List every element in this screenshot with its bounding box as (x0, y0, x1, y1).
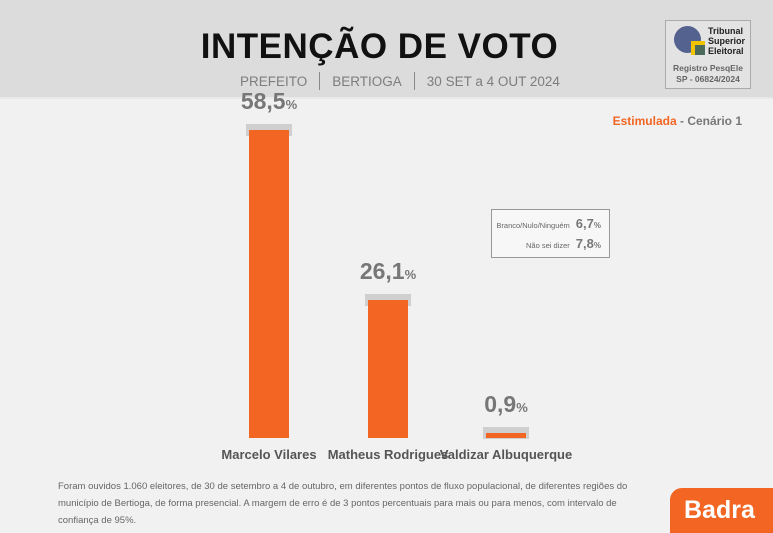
tse-logo-accent (695, 45, 705, 55)
percent: % (404, 267, 417, 283)
percent: % (593, 221, 601, 230)
percent: % (593, 241, 601, 250)
category-label: Marcelo Vilares (221, 447, 317, 462)
bar (249, 129, 289, 438)
scenario-type: Estimulada (612, 114, 677, 128)
tse-name: Tribunal Superior Eleitoral (708, 26, 745, 56)
registry-label: Registro PesqEle (673, 63, 743, 73)
data-label-value: 26,1 (359, 258, 405, 285)
bar (486, 433, 526, 438)
page-title: INTENÇÃO DE VOTO (200, 27, 559, 66)
category-label: Valdizar Albuquerque (439, 447, 573, 462)
others-label: Branco/Nulo/Ninguém (496, 221, 570, 230)
brand-logo: Badra (670, 488, 773, 533)
others-row: Branco/Nulo/Ninguém 6,7% (496, 216, 601, 231)
registry-number: SP - 06824/2024 (676, 74, 740, 84)
data-label: 26,1% (338, 258, 438, 285)
tse-registry-badge: Tribunal Superior Eleitoral Registro PesqE… (665, 20, 751, 89)
percent: % (285, 96, 298, 112)
others-row: Não sei dizer 7,8% (526, 236, 601, 251)
data-label-value: 58,5 (240, 87, 286, 114)
city: BERTIOGA (332, 73, 402, 89)
tse-line: Eleitoral (708, 46, 744, 56)
subtitle: PREFEITO BERTIOGA 30 SET a 4 OUT 2024 (240, 72, 560, 90)
percent: % (516, 400, 528, 416)
value-text: 6,7 (575, 216, 594, 231)
others-value: 7,8% (576, 236, 601, 251)
divider (319, 72, 321, 90)
tse-line: Superior (708, 36, 746, 46)
value-text: 7,8 (575, 236, 594, 251)
others-label: Não sei dizer (526, 241, 570, 250)
office: PREFEITO (240, 73, 308, 89)
tse-line: Tribunal (708, 26, 744, 36)
others-box: Branco/Nulo/Ninguém 6,7% Não sei dizer 7,8… (491, 209, 610, 258)
others-value: 6,7% (576, 216, 601, 231)
tse-registry: Registro PesqEle SP - 06824/2024 (666, 63, 750, 85)
category-label: Matheus Rodrigues (327, 447, 449, 462)
footnote: Foram ouvidos 1.060 eleitores, de 30 de … (58, 481, 628, 526)
divider (413, 72, 415, 90)
scenario-name: Cenário 1 (687, 114, 742, 128)
data-label: 0,9% (456, 391, 556, 418)
bar (368, 300, 408, 438)
scenario-sep: - (676, 114, 688, 128)
scenario-label: Estimulada - Cenário 1 (613, 114, 742, 128)
period: 30 SET a 4 OUT 2024 (426, 73, 560, 89)
data-label: 58,5% (219, 88, 319, 115)
bar-chart: 58,5% Marcelo Vilares 26,1% Matheus Rodrigu… (219, 88, 573, 462)
data-label-value: 0,9 (484, 391, 517, 418)
header: INTENÇÃO DE VOTO PREFEITO BERTIOGA 30 SE… (0, 0, 773, 99)
